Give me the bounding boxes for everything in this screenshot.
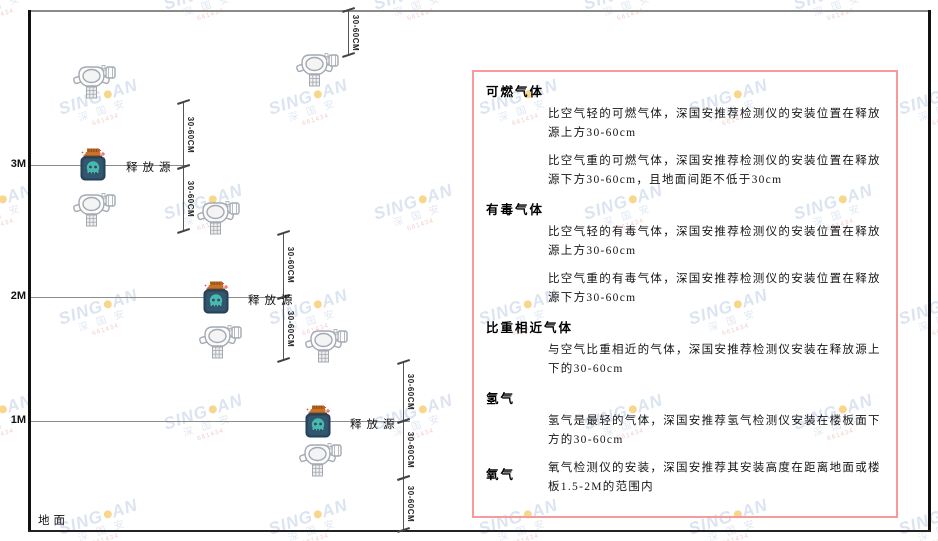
height-reference-line <box>31 165 187 166</box>
wall-height-label: 2M <box>10 290 26 302</box>
section-heading: 氢气 <box>486 392 516 406</box>
release-source-label: 释放源 <box>126 162 176 174</box>
section-paragraph: 比空气轻的有毒气体，深国安推荐检测仪的安装位置在释放源上方30-60cm <box>548 226 881 257</box>
gas-detector-icon <box>305 328 349 368</box>
release-source-label: 释放源 <box>248 295 298 307</box>
dimension-line <box>403 421 404 478</box>
right-border-line <box>928 10 931 532</box>
release-source-label: 释放源 <box>350 419 400 431</box>
dimension-tick <box>397 527 410 533</box>
panel-section: 氧气 氧气检测仪的安装，深国安推荐其安装高度在距离地面或楼板1.5-2M的范围内 <box>474 459 896 497</box>
release-source: 释放源 <box>80 148 171 181</box>
section-paragraph: 比空气重的可燃气体，深国安推荐检测仪的安装位置在释放源下方30-60cm，且地面… <box>548 155 881 186</box>
release-source: 释放源 <box>305 405 395 438</box>
ground-line <box>28 530 931 532</box>
dimension-label: 30-60CM <box>406 373 415 410</box>
release-source: 释放源 <box>203 281 293 314</box>
height-reference-line <box>31 297 290 298</box>
dimension-label: 30-60CM <box>186 116 195 153</box>
wall-line <box>28 10 31 532</box>
release-source-icon <box>305 405 331 438</box>
panel-section: 有毒气体 比空气轻的有毒气体，深国安推荐检测仪的安装位置在释放源上方30-60c… <box>474 199 896 308</box>
gas-detector-icon <box>73 64 117 104</box>
height-reference-line <box>31 421 410 422</box>
section-paragraph: 氧气检测仪的安装，深国安推荐其安装高度在距离地面或楼板1.5-2M的范围内 <box>548 462 881 493</box>
section-heading: 可燃气体 <box>486 85 545 99</box>
info-panel: 可燃气体 比空气轻的可燃气体，深国安推荐检测仪的安装位置在释放源上方30-60c… <box>472 70 898 518</box>
dimension-tick <box>342 52 355 58</box>
dimension-label: 30-60CM <box>406 431 415 468</box>
gas-detector-icon <box>73 192 117 232</box>
gas-detector-icon <box>296 52 340 92</box>
dimension-label: 30-60CM <box>286 310 295 347</box>
section-paragraph: 比空气轻的可燃气体，深国安推荐检测仪的安装位置在释放源上方30-60cm <box>548 108 881 139</box>
release-source-icon <box>203 281 229 314</box>
gas-detector-icon <box>199 324 243 364</box>
dimension-label: 30-60CM <box>406 485 415 523</box>
dimension-line <box>348 10 349 55</box>
wall-height-label: 3M <box>10 158 26 170</box>
dimension-tick <box>177 228 190 234</box>
dimension-label: 30-60CM <box>351 14 360 51</box>
section-paragraph: 比空气重的有毒气体，深国安推荐检测仪的安装位置在释放源下方30-60cm <box>548 273 881 304</box>
release-source-icon <box>80 148 106 181</box>
ground-label: 地面 <box>38 515 69 527</box>
dimension-line <box>283 233 284 297</box>
section-heading: 有毒气体 <box>486 203 545 217</box>
section-heading: 比重相近气体 <box>486 321 574 335</box>
gas-detector-icon <box>299 442 343 482</box>
dimension-line <box>403 478 404 530</box>
wall-height-label: 1M <box>10 414 26 426</box>
dimension-line <box>283 297 284 360</box>
dimension-line <box>183 102 184 167</box>
dimension-line <box>183 167 184 231</box>
dimension-label: 30-60CM <box>286 246 295 284</box>
panel-section: 比重相近气体 与空气比重相近的气体，深国安推荐检测仪安装在释放源上下的30-60… <box>474 317 896 379</box>
dimension-label: 30-60CM <box>186 180 195 218</box>
ceiling-line <box>28 10 931 12</box>
panel-section: 氢气 氢气是最轻的气体，深国安推荐氢气检测仪安装在楼板面下方的30-60cm <box>474 388 896 450</box>
panel-section: 可燃气体 比空气轻的可燃气体，深国安推荐检测仪的安装位置在释放源上方30-60c… <box>474 81 896 190</box>
gas-detector-icon <box>197 200 241 240</box>
dimension-line <box>403 362 404 421</box>
section-paragraph: 与空气比重相近的气体，深国安推荐检测仪安装在释放源上下的30-60cm <box>548 344 881 375</box>
dimension-tick <box>277 357 290 363</box>
section-heading: 氧气 <box>486 468 516 482</box>
section-paragraph: 氢气是最轻的气体，深国安推荐氢气检测仪安装在楼板面下方的30-60cm <box>548 415 881 446</box>
